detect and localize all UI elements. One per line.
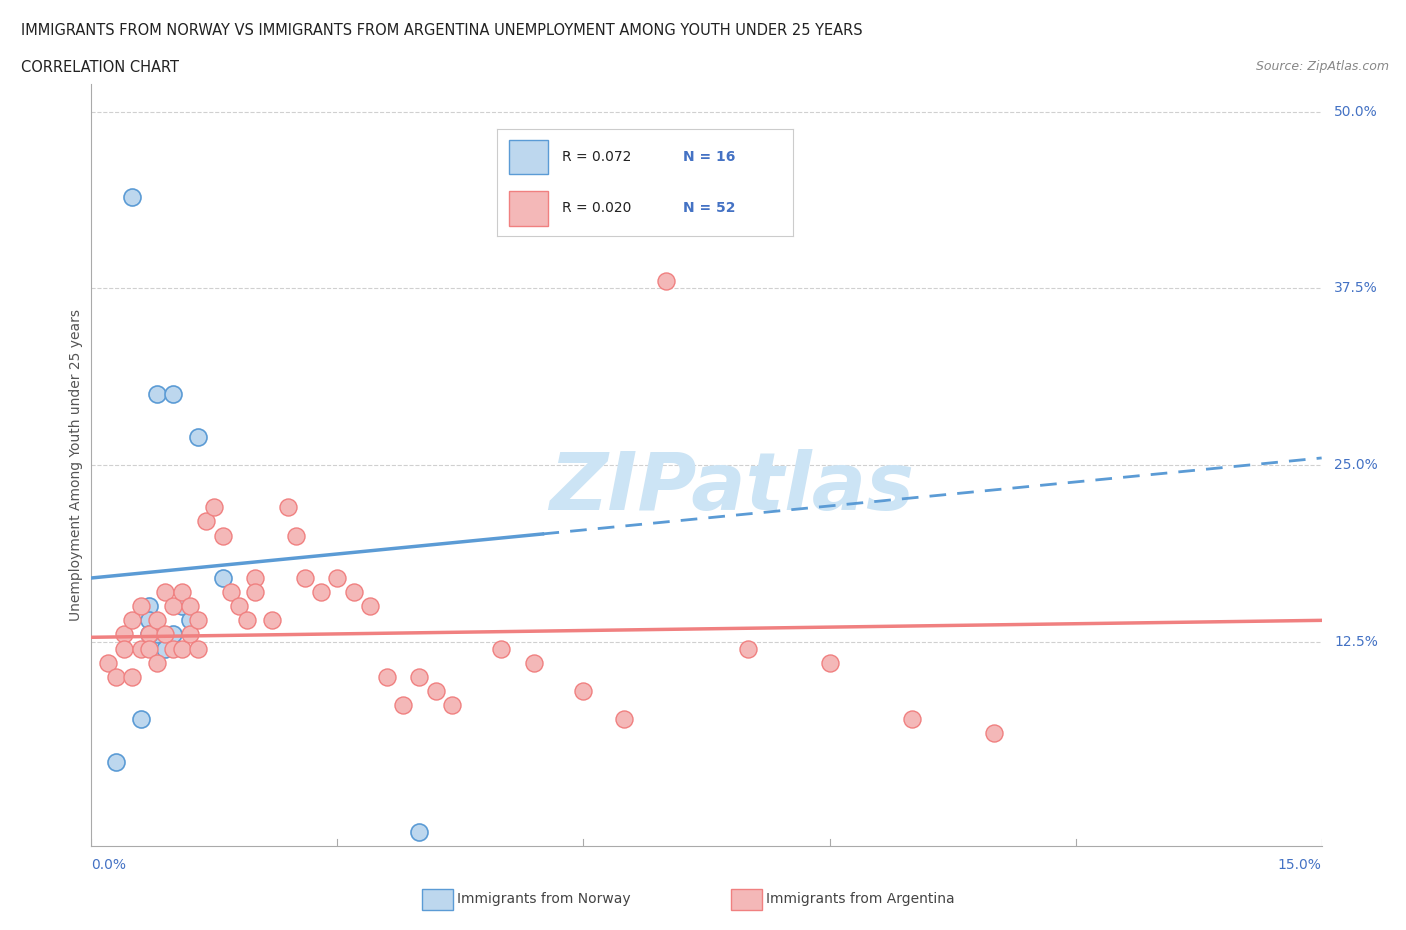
Point [202,500,225,515]
Text: CORRELATION CHART: CORRELATION CHART [21,60,179,75]
Point [326,570,349,585]
Text: R = 0.020: R = 0.020 [562,202,631,216]
Point [146,613,169,628]
Text: ZIPatlas: ZIPatlas [548,449,914,527]
Point [153,641,177,656]
Text: Source: ZipAtlas.com: Source: ZipAtlas.com [1256,60,1389,73]
Text: Immigrants from Norway: Immigrants from Norway [457,892,630,907]
Point [112,641,135,656]
Point [97,656,120,671]
Point [245,570,267,585]
Text: Immigrants from Argentina: Immigrants from Argentina [766,892,955,907]
Point [129,711,152,726]
Point [153,585,177,600]
Text: IMMIGRANTS FROM NORWAY VS IMMIGRANTS FROM ARGENTINA UNEMPLOYMENT AMONG YOUTH UND: IMMIGRANTS FROM NORWAY VS IMMIGRANTS FRO… [21,23,863,38]
Point [146,627,169,642]
Text: N = 16: N = 16 [683,151,735,165]
Point [613,711,636,726]
Point [179,599,201,614]
Point [138,627,160,642]
Text: R = 0.072: R = 0.072 [562,151,631,165]
Text: 12.5%: 12.5% [1334,634,1378,648]
Point [425,684,447,698]
Point [121,613,143,628]
Text: 25.0%: 25.0% [1334,458,1378,472]
Point [121,189,143,204]
Point [138,641,160,656]
Point [162,627,184,642]
Point [245,585,267,600]
Point [359,599,381,614]
Bar [509,192,547,226]
Point [105,754,127,769]
Text: N = 52: N = 52 [683,202,735,216]
Point [211,528,233,543]
Text: 0.0%: 0.0% [91,857,127,871]
Point [294,570,316,585]
Point [187,430,209,445]
Point [523,656,546,671]
Point [441,698,464,712]
Point [818,656,841,671]
Point [105,670,127,684]
Point [277,500,299,515]
Point [112,627,135,642]
Point [170,585,193,600]
Point [737,641,759,656]
Point [138,599,160,614]
Point [900,711,922,726]
Point [129,641,152,656]
Point [309,585,332,600]
Point [392,698,415,712]
Text: 37.5%: 37.5% [1334,282,1378,296]
Point [162,387,184,402]
Point [162,641,184,656]
Point [654,274,676,289]
Point [187,613,209,628]
Point [170,641,193,656]
Point [285,528,308,543]
Point [408,825,430,840]
Point [162,599,184,614]
Point [260,613,283,628]
Point [170,599,193,614]
Bar [509,140,547,174]
Point [121,670,143,684]
Point [491,641,513,656]
Point [236,613,259,628]
Point [228,599,250,614]
Point [343,585,366,600]
Point [375,670,398,684]
Point [572,684,595,698]
Point [219,585,242,600]
Point [211,570,233,585]
Point [138,627,160,642]
Point [187,641,209,656]
Point [195,514,218,529]
Point [983,726,1005,741]
Point [408,670,430,684]
Point [146,387,169,402]
Point [129,599,152,614]
Point [179,627,201,642]
Point [179,613,201,628]
Y-axis label: Unemployment Among Youth under 25 years: Unemployment Among Youth under 25 years [69,309,83,621]
Point [146,656,169,671]
Text: 50.0%: 50.0% [1334,105,1378,119]
Point [153,627,177,642]
Text: 15.0%: 15.0% [1278,857,1322,871]
Point [138,613,160,628]
